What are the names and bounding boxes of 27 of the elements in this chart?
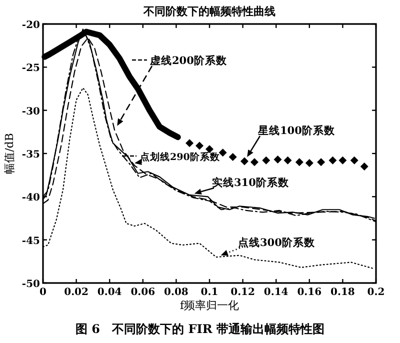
series-label: 点线300阶系数 (238, 236, 316, 249)
x-tick-label: 0.12 (230, 287, 256, 298)
legend-label: 点划线290阶系数 (140, 151, 221, 163)
legend-label: 虚线200阶系数 (149, 54, 228, 67)
x-tick-label: 0.1 (200, 287, 218, 298)
y-tick-label: -45 (22, 236, 40, 247)
x-tick-label: 0.06 (130, 287, 156, 298)
y-tick-label: -40 (22, 192, 40, 204)
x-tick-label: 0 (40, 287, 47, 298)
y-tick-label: -30 (22, 106, 40, 118)
x-tick-label: 0.08 (164, 287, 188, 298)
x-tick-label: 0.14 (264, 287, 288, 298)
series-label: 星线100阶系数 (257, 124, 336, 137)
y-tick-label: -25 (22, 63, 40, 74)
caption: 图 6 不同阶数下的 FIR 带通输出幅频特性图 (76, 322, 324, 336)
x-tick-label: 0.04 (97, 287, 122, 298)
x-axis-title: f频率归一化 (180, 299, 240, 312)
x-tick-label: 0.2 (367, 287, 385, 298)
x-tick-label: 0.18 (330, 287, 355, 298)
y-tick-label: -50 (22, 279, 40, 290)
x-tick-label: 0.02 (64, 287, 89, 298)
y-tick-label: -20 (22, 20, 40, 31)
x-tick-label: 0.16 (297, 287, 322, 298)
y-axis-title: 幅值/dB (3, 133, 16, 174)
legend-label: 实线310阶系数 (212, 176, 290, 189)
y-tick-label: -35 (22, 150, 40, 160)
chart-title: 不同阶数下的幅频特性曲线 (142, 5, 276, 18)
